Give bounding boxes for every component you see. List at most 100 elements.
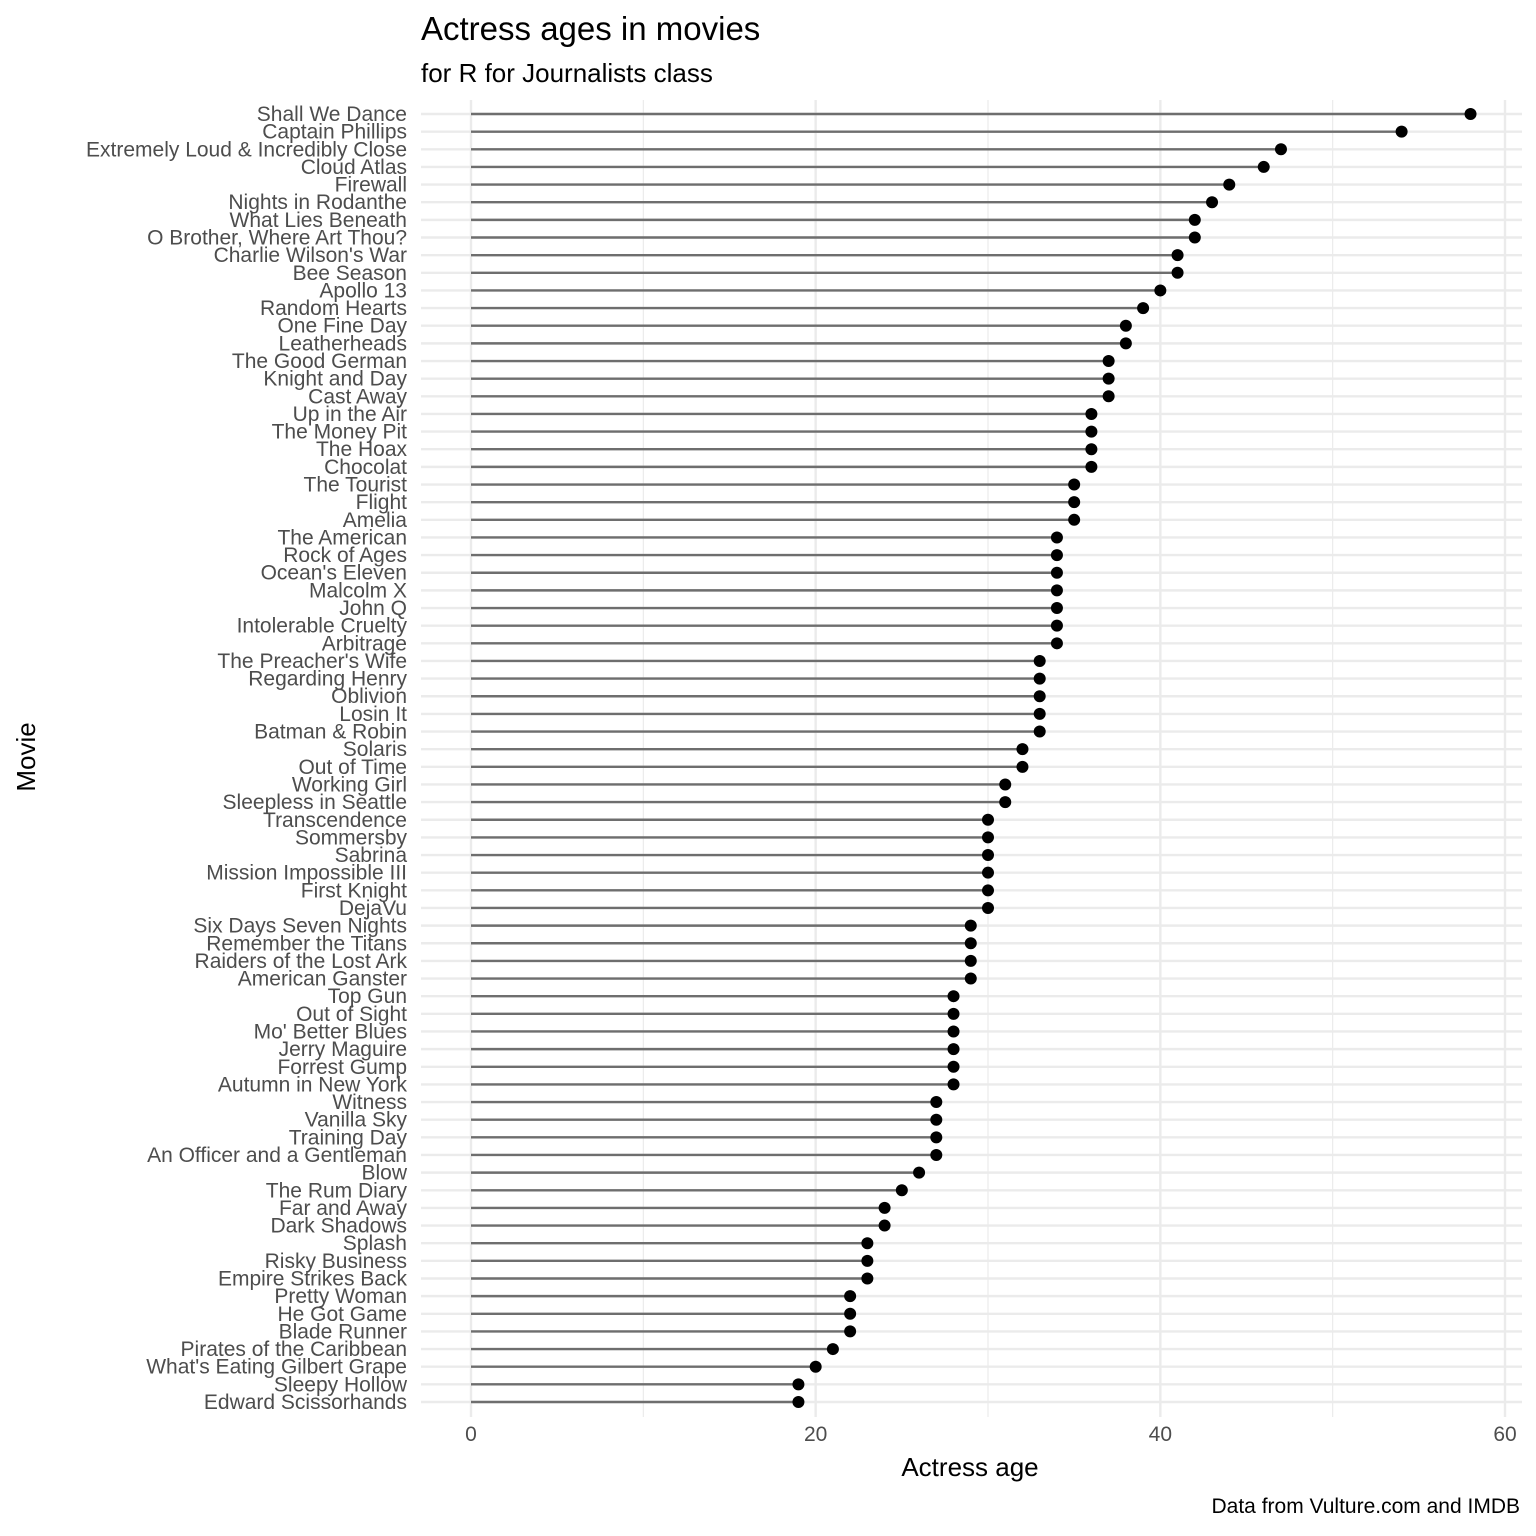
- y-tick-label: Forrest Gump: [277, 1056, 407, 1079]
- data-point: [861, 1237, 874, 1250]
- x-axis-title: Actress age: [901, 1452, 1038, 1482]
- data-point: [1050, 602, 1063, 615]
- data-point: [1102, 372, 1115, 385]
- data-point: [1171, 266, 1184, 279]
- y-tick-label: The Rum Diary: [266, 1179, 408, 1202]
- y-tick-label: Bee Season: [293, 262, 407, 285]
- y-tick-label: Sommersby: [295, 826, 408, 849]
- data-point: [982, 901, 994, 914]
- x-tick-label: 0: [465, 1423, 477, 1446]
- y-tick-label: The American: [277, 526, 407, 549]
- data-point: [861, 1254, 874, 1267]
- y-tick-label: John Q: [339, 597, 407, 620]
- y-tick-label: Splash: [343, 1232, 407, 1255]
- y-tick-label: Training Day: [289, 1126, 408, 1149]
- y-tick-label: Empire Strikes Back: [218, 1267, 408, 1290]
- data-point: [1119, 319, 1132, 332]
- y-tick-label: Amelia: [343, 509, 408, 532]
- x-tick-label: 40: [1149, 1423, 1172, 1446]
- y-tick-label: The Money Pit: [272, 421, 408, 444]
- y-tick-label: The Hoax: [316, 438, 408, 461]
- data-point: [930, 1148, 943, 1161]
- y-tick-label: The Good German: [232, 350, 407, 373]
- data-point: [1188, 231, 1201, 244]
- data-point: [1154, 284, 1167, 297]
- y-tick-label: Up in the Air: [293, 403, 407, 426]
- data-point: [1033, 690, 1046, 703]
- data-point: [1085, 407, 1098, 420]
- y-tick-label: Top Gun: [328, 985, 407, 1008]
- y-tick-label: O Brother, Where Art Thou?: [147, 227, 407, 250]
- x-tick-label: 60: [1493, 1423, 1516, 1446]
- data-point: [844, 1290, 857, 1303]
- y-tick-label: One Fine Day: [277, 315, 407, 338]
- y-tick-label: Vanilla Sky: [305, 1109, 408, 1132]
- y-tick-label: Transcendence: [263, 809, 407, 832]
- data-point: [1050, 549, 1063, 562]
- y-tick-label: Malcolm X: [309, 579, 407, 602]
- y-tick-label: Autumn in New York: [218, 1073, 408, 1096]
- y-tick-label: Mo' Better Blues: [254, 1020, 407, 1043]
- data-point: [947, 1007, 960, 1020]
- y-tick-label: Mission Impossible III: [206, 862, 407, 885]
- data-point: [982, 831, 994, 844]
- data-point: [1206, 196, 1219, 209]
- y-tick-label: Far and Away: [279, 1197, 408, 1220]
- y-tick-label: Nights in Rodanthe: [228, 191, 407, 214]
- y-tick-label: First Knight: [301, 879, 407, 902]
- y-tick-label: Captain Phillips: [262, 121, 407, 144]
- data-point: [982, 849, 994, 862]
- data-point: [1223, 178, 1236, 191]
- data-point: [930, 1113, 943, 1126]
- y-tick-label: What Lies Beneath: [230, 209, 407, 232]
- data-point: [1016, 760, 1029, 773]
- data-point: [1395, 125, 1408, 138]
- y-tick-label: Risky Business: [265, 1250, 407, 1273]
- y-tick-label: Cast Away: [308, 385, 407, 408]
- y-tick-label: Blow: [361, 1162, 407, 1185]
- data-point: [1068, 513, 1081, 526]
- data-point: [913, 1166, 926, 1179]
- data-point: [844, 1325, 857, 1338]
- data-point: [1016, 743, 1029, 756]
- x-tick-labels: 0 20 40 60: [465, 1423, 1517, 1446]
- y-tick-label: Sleepy Hollow: [274, 1373, 408, 1396]
- y-tick-label: Dark Shadows: [270, 1215, 407, 1238]
- y-tick-label: Out of Sight: [296, 1003, 407, 1026]
- y-tick-label: Oblivion: [331, 685, 407, 708]
- y-tick-label: Sabrina: [335, 844, 408, 867]
- y-tick-label: Charlie Wilson's War: [214, 244, 407, 267]
- data-point: [1274, 143, 1287, 156]
- data-point: [1050, 566, 1063, 579]
- y-tick-label: Out of Time: [298, 756, 407, 779]
- y-tick-label: The Tourist: [304, 474, 408, 497]
- data-point: [947, 990, 960, 1003]
- data-point: [878, 1219, 891, 1232]
- stem-layer: [471, 112, 1471, 1404]
- data-point: [947, 1078, 960, 1091]
- y-tick-label: Solaris: [343, 738, 407, 761]
- data-point: [1050, 584, 1063, 597]
- data-point: [947, 1060, 960, 1073]
- data-point: [1464, 108, 1477, 120]
- y-tick-label: Arbitrage: [322, 632, 407, 655]
- data-point: [1033, 672, 1046, 685]
- data-point: [999, 796, 1012, 809]
- data-point: [1033, 707, 1046, 720]
- data-point: [947, 1025, 960, 1038]
- data-point: [1085, 460, 1098, 473]
- y-tick-label: Intolerable Cruelty: [237, 615, 408, 638]
- y-tick-label: He Got Game: [277, 1303, 407, 1326]
- data-point: [1137, 302, 1150, 315]
- y-tick-label: Extremely Loud & Incredibly Close: [86, 138, 407, 161]
- data-point: [1102, 355, 1115, 368]
- data-point: [792, 1378, 805, 1391]
- data-point: [1050, 531, 1063, 544]
- data-point: [1188, 213, 1201, 226]
- y-tick-label: Six Days Seven Nights: [193, 915, 407, 938]
- data-point: [1085, 443, 1098, 456]
- data-point: [1033, 654, 1046, 667]
